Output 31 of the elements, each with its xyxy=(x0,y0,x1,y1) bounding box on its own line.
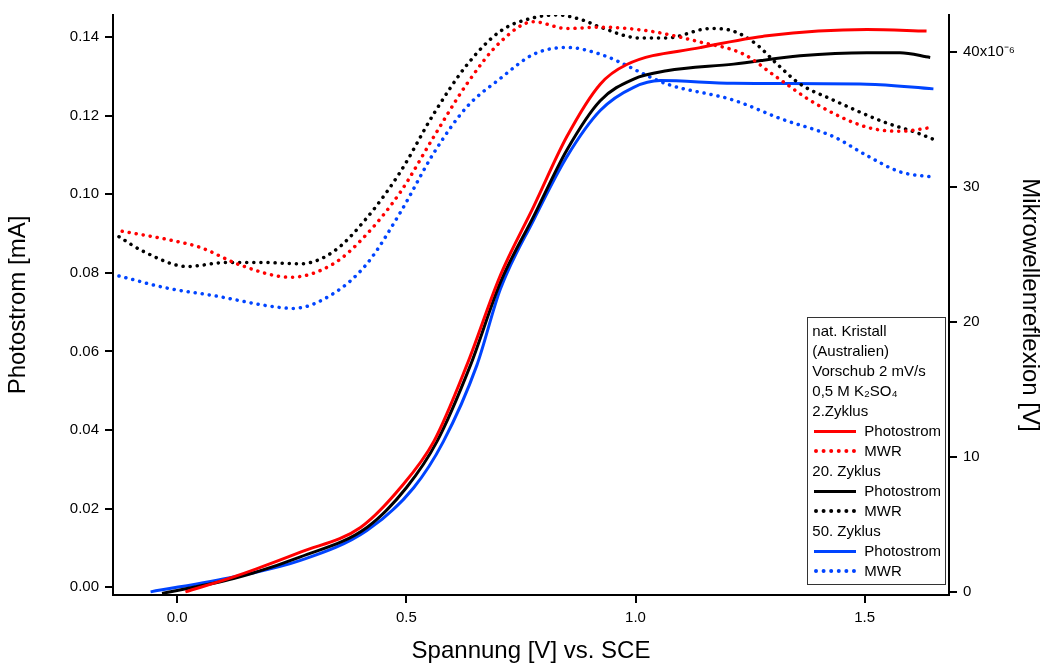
annotation: 20. Zyklus xyxy=(812,461,882,481)
y-tick-label: 0.00 xyxy=(69,577,99,595)
y-tick-label: 0.14 xyxy=(69,27,99,45)
x-tick-label: 1.5 xyxy=(854,608,876,626)
y-tick-label: 0.10 xyxy=(69,184,99,202)
annotation: 2.Zyklus xyxy=(812,401,870,421)
legend-title: nat. Kristall (Australien) Vorschub 2 mV/s 0,5 M K₂SO₄ xyxy=(812,321,927,401)
x-tick-label: 1.0 xyxy=(625,608,646,626)
y-tick-label: 0.06 xyxy=(69,341,99,359)
y-axis-title: Photostrom [mA] xyxy=(3,215,31,395)
legend-label: MWR xyxy=(864,561,902,581)
legend-label: MWR xyxy=(864,441,902,461)
legend-label: Photostrom xyxy=(864,421,941,441)
text: x10⁻⁶ xyxy=(979,41,1016,59)
x-axis-title: Spannung [V] vs. SCE xyxy=(411,636,651,664)
y-tick-label: 0.04 xyxy=(69,420,99,438)
y2-tick-label: 30 xyxy=(963,176,980,194)
y-tick-label: 0.08 xyxy=(69,262,99,280)
x-tick-label: 0.0 xyxy=(166,608,188,626)
legend-label: Photostrom xyxy=(864,541,941,561)
y2-tick-label: 10 xyxy=(963,447,980,465)
x-tick-label: 0.5 xyxy=(395,608,417,626)
legend-label: MWR xyxy=(864,501,902,521)
y-tick-label: 0.02 xyxy=(69,498,99,516)
legend-label: Photostrom xyxy=(864,481,941,501)
y2-axis-title: Mikrowellenreflexion [V] xyxy=(1017,178,1045,432)
y2-tick-label: 20 xyxy=(963,312,980,330)
annotation: 50. Zyklus xyxy=(812,521,882,541)
y-tick-label: 0.12 xyxy=(69,105,99,123)
y2-tick-label: 40 xyxy=(963,41,980,59)
y2-tick-label: 0 xyxy=(963,582,972,600)
